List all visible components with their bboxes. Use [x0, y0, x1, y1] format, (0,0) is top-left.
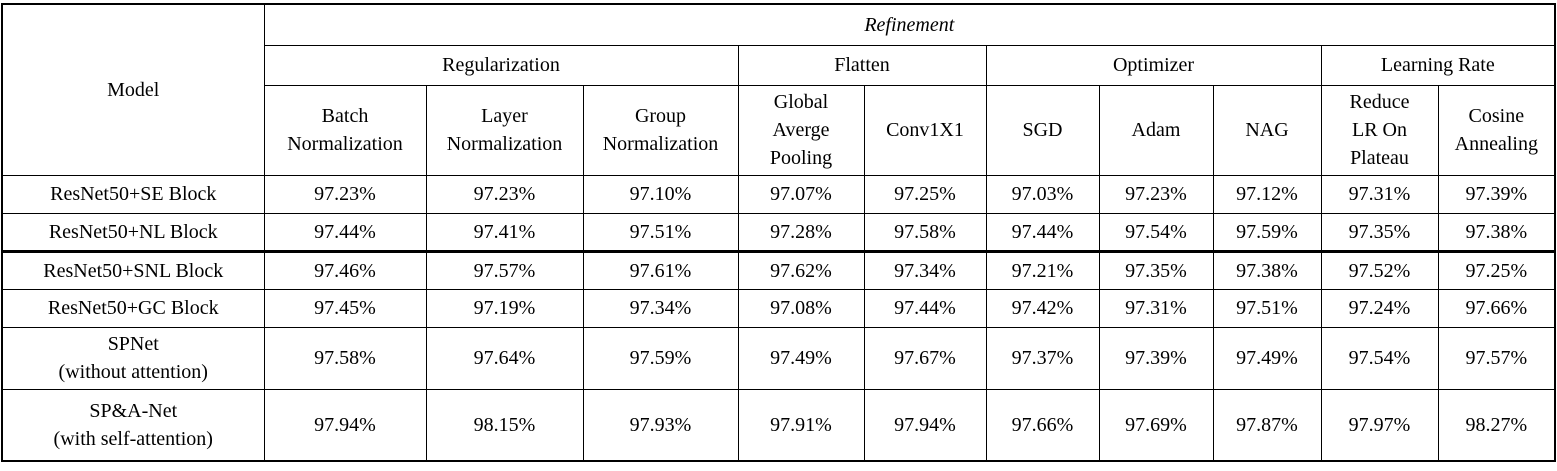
value-cell: 97.58%	[263, 326, 427, 390]
col-header-reduce-lr-on-plateau: Reduce LR On Plateau	[1320, 84, 1439, 176]
value-cell: 97.87%	[1212, 388, 1322, 462]
value-cell: 97.67%	[863, 326, 987, 390]
value-cell: 97.39%	[1437, 174, 1556, 214]
value-cell: 97.52%	[1320, 250, 1439, 290]
value-cell: 97.46%	[263, 250, 427, 290]
value-cell: 97.54%	[1098, 212, 1214, 253]
value-cell: 97.62%	[737, 250, 865, 290]
col-header-cosine-annealing: Cosine Annealing	[1437, 84, 1556, 176]
value-cell: 97.35%	[1320, 212, 1439, 253]
value-cell: 97.69%	[1098, 388, 1214, 462]
refinement-spanner-header: Refinement	[263, 3, 1556, 46]
value-cell: 97.44%	[985, 212, 1100, 253]
value-cell: 97.03%	[985, 174, 1100, 214]
value-cell: 97.19%	[425, 288, 584, 328]
value-cell: 97.34%	[582, 288, 739, 328]
value-cell: 97.25%	[863, 174, 987, 214]
value-cell: 97.12%	[1212, 174, 1322, 214]
model-cell: ResNet50+NL Block	[1, 212, 265, 253]
group-header-regularization: Regularization	[263, 44, 739, 86]
value-cell: 97.41%	[425, 212, 584, 253]
value-cell: 97.37%	[985, 326, 1100, 390]
value-cell: 97.94%	[263, 388, 427, 462]
value-cell: 97.07%	[737, 174, 865, 214]
group-header-optimizer: Optimizer	[985, 44, 1322, 86]
value-cell: 97.28%	[737, 212, 865, 253]
col-header-sgd: SGD	[985, 84, 1100, 176]
value-cell: 97.58%	[863, 212, 987, 253]
value-cell: 97.49%	[737, 326, 865, 390]
col-header-adam: Adam	[1098, 84, 1214, 176]
value-cell: 97.31%	[1098, 288, 1214, 328]
value-cell: 97.10%	[582, 174, 739, 214]
value-cell: 97.51%	[1212, 288, 1322, 328]
col-header-group-normalization: Group Normalization	[582, 84, 739, 176]
col-header-layer-normalization: Layer Normalization	[425, 84, 584, 176]
col-header-nag: NAG	[1212, 84, 1322, 176]
model-cell: ResNet50+SNL Block	[1, 250, 265, 290]
value-cell: 97.44%	[263, 212, 427, 253]
model-cell: SP&A-Net (with self-attention)	[1, 388, 265, 462]
value-cell: 97.42%	[985, 288, 1100, 328]
results-table: Model Refinement Regularization Flatten …	[1, 3, 1557, 462]
value-cell: 98.15%	[425, 388, 584, 462]
value-cell: 97.57%	[1437, 326, 1556, 390]
value-cell: 97.94%	[863, 388, 987, 462]
value-cell: 97.35%	[1098, 250, 1214, 290]
header-row-columns: Batch Normalization Layer Normalization …	[2, 84, 1556, 176]
value-cell: 97.59%	[582, 326, 739, 390]
value-cell: 97.44%	[863, 288, 987, 328]
value-cell: 97.38%	[1437, 212, 1556, 253]
value-cell: 97.23%	[1098, 174, 1214, 214]
col-header-batch-normalization: Batch Normalization	[263, 84, 427, 176]
value-cell: 97.45%	[263, 288, 427, 328]
value-cell: 97.49%	[1212, 326, 1322, 390]
model-cell: SPNet (without attention)	[1, 326, 265, 390]
col-header-global-average-pooling: Global Averge Pooling	[737, 84, 865, 176]
group-header-flatten: Flatten	[737, 44, 987, 86]
value-cell: 97.91%	[737, 388, 865, 462]
value-cell: 97.54%	[1320, 326, 1439, 390]
table-row-spnet: SPNet (without attention) 97.58% 97.64% …	[1, 326, 1556, 390]
value-cell: 97.31%	[1320, 174, 1439, 214]
value-cell: 98.27%	[1437, 388, 1556, 462]
table-row-resnet50-snl: ResNet50+SNL Block 97.46% 97.57% 97.61% …	[1, 250, 1556, 290]
value-cell: 97.21%	[985, 250, 1100, 290]
value-cell: 97.57%	[425, 250, 584, 290]
value-cell: 97.66%	[1437, 288, 1556, 328]
model-cell: ResNet50+GC Block	[1, 288, 265, 328]
value-cell: 97.51%	[582, 212, 739, 253]
model-column-header: Model	[1, 3, 265, 176]
value-cell: 97.64%	[425, 326, 584, 390]
col-header-conv1x1: Conv1X1	[863, 84, 987, 176]
table-row-resnet50-se: ResNet50+SE Block 97.23% 97.23% 97.10% 9…	[1, 174, 1556, 214]
header-row-groups: Regularization Flatten Optimizer Learnin…	[2, 44, 1556, 86]
value-cell: 97.39%	[1098, 326, 1214, 390]
table-row-resnet50-gc: ResNet50+GC Block 97.45% 97.19% 97.34% 9…	[1, 288, 1556, 328]
value-cell: 97.25%	[1437, 250, 1556, 290]
value-cell: 97.08%	[737, 288, 865, 328]
value-cell: 97.93%	[582, 388, 739, 462]
value-cell: 97.34%	[863, 250, 987, 290]
value-cell: 97.23%	[263, 174, 427, 214]
table-row-spa-net: SP&A-Net (with self-attention) 97.94% 98…	[1, 388, 1556, 462]
value-cell: 97.61%	[582, 250, 739, 290]
value-cell: 97.23%	[425, 174, 584, 214]
value-cell: 97.66%	[985, 388, 1100, 462]
value-cell: 97.38%	[1212, 250, 1322, 290]
value-cell: 97.97%	[1320, 388, 1439, 462]
value-cell: 97.24%	[1320, 288, 1439, 328]
header-row-refinement: Model Refinement	[1, 3, 1556, 176]
model-cell: ResNet50+SE Block	[1, 174, 265, 214]
group-header-learning-rate: Learning Rate	[1320, 44, 1556, 86]
value-cell: 97.59%	[1212, 212, 1322, 253]
table-row-resnet50-nl: ResNet50+NL Block 97.44% 97.41% 97.51% 9…	[1, 212, 1556, 253]
